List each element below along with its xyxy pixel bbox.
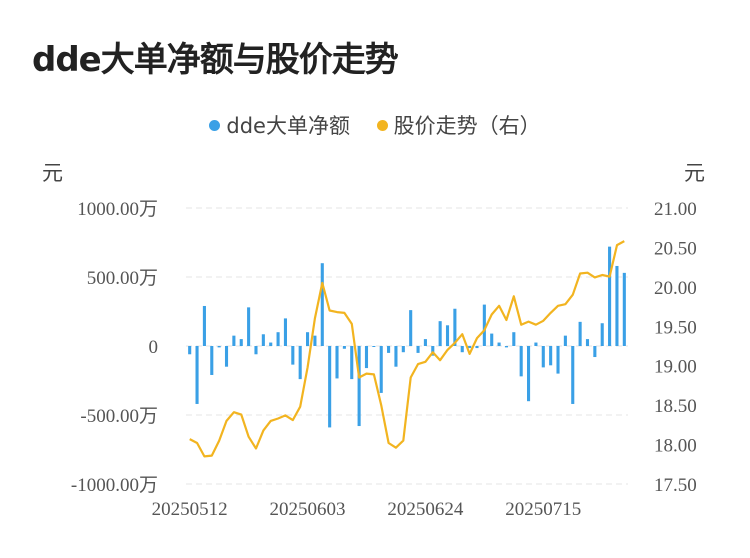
dde-bar <box>291 346 295 365</box>
chart-title: dde大单净额与股价走势 <box>32 40 399 80</box>
dde-bar <box>254 346 258 355</box>
dde-bar <box>468 346 472 349</box>
dde-bar <box>571 346 575 404</box>
dde-bar <box>202 305 206 346</box>
left-tick-label: -1000.00万 <box>71 475 158 496</box>
dde-bar <box>438 321 442 346</box>
dde-bar <box>527 346 531 402</box>
dde-bar <box>460 346 464 353</box>
right-tick-label: 19.00 <box>654 357 697 378</box>
dde-bar <box>504 346 508 348</box>
dde-bar <box>423 339 427 346</box>
dde-bar <box>519 346 523 377</box>
dde-bar <box>357 346 361 427</box>
legend-label-price: 股价走势（右） <box>393 114 541 138</box>
dde-bar <box>387 346 391 353</box>
dde-bar <box>512 332 516 346</box>
legend-dot-dde <box>209 119 221 131</box>
right-axis-unit: 元 <box>684 161 705 185</box>
price-line <box>189 240 625 458</box>
dde-bar <box>563 335 567 346</box>
right-tick-label: 18.50 <box>654 396 697 417</box>
dde-bar <box>431 346 435 356</box>
dde-bar <box>593 346 597 358</box>
dde-bar <box>313 335 317 346</box>
dde-bar <box>269 342 273 346</box>
dde-bar <box>585 339 590 346</box>
dde-bar <box>364 346 369 369</box>
dde-bar <box>335 346 339 379</box>
dde-bar <box>622 272 626 346</box>
legend: dde大单净额 股价走势（右） <box>0 110 750 140</box>
dde-bar <box>445 325 450 346</box>
dde-bar <box>195 346 199 404</box>
dde-bar <box>217 346 221 348</box>
dde-bar <box>188 346 192 355</box>
dde-bar <box>409 310 413 346</box>
dde-bar <box>608 246 612 346</box>
dde-bar <box>224 346 229 367</box>
dde-bar <box>320 263 324 346</box>
x-tick-label: 20250624 <box>387 499 464 520</box>
legend-label-dde: dde大单净额 <box>226 114 350 138</box>
right-tick-label: 20.50 <box>654 238 697 259</box>
dde-bar <box>556 346 560 374</box>
dde-bar <box>372 346 376 347</box>
legend-item-dde[interactable]: dde大单净额 <box>209 110 350 140</box>
dde-bar <box>600 323 604 346</box>
right-tick-label: 17.50 <box>654 475 697 496</box>
dde-bar <box>379 346 383 393</box>
dde-bar <box>534 342 538 346</box>
right-tick-label: 20.00 <box>654 278 697 299</box>
dde-bar <box>416 346 420 353</box>
legend-dot-price <box>376 119 388 131</box>
dde-bar <box>283 318 287 346</box>
right-tick-label: 18.00 <box>654 436 697 457</box>
dde-bar <box>350 346 354 380</box>
dde-bar <box>210 346 214 375</box>
dde-bar <box>276 332 280 346</box>
x-tick-label: 20250512 <box>152 499 228 520</box>
dde-bar <box>261 334 265 346</box>
right-tick-label: 21.00 <box>654 199 697 220</box>
dde-bar <box>394 346 398 367</box>
left-tick-label: 500.00万 <box>87 268 158 289</box>
dde-bar <box>328 346 332 428</box>
dde-bar <box>239 339 243 346</box>
dde-bar <box>549 346 553 366</box>
dde-bar <box>497 342 501 346</box>
right-tick-label: 19.50 <box>654 317 697 338</box>
dde-bar <box>247 307 251 346</box>
x-tick-label: 20250603 <box>270 499 346 520</box>
dde-bar <box>453 308 457 346</box>
dde-bar <box>482 304 486 346</box>
left-tick-label: 1000.00万 <box>77 199 158 220</box>
dde-bar <box>578 321 582 346</box>
dde-bar <box>475 346 479 349</box>
dde-bar <box>401 346 405 353</box>
dde-bar <box>541 346 545 368</box>
x-tick-label: 20250715 <box>505 499 581 520</box>
dde-bar <box>342 346 346 349</box>
dde-bar <box>490 333 494 346</box>
dde-bar <box>615 265 619 346</box>
legend-item-price[interactable]: 股价走势（右） <box>376 110 541 140</box>
left-axis-unit: 元 <box>42 161 63 185</box>
dde-bar <box>306 332 310 346</box>
left-tick-label: 0 <box>149 337 159 358</box>
dde-bar <box>232 335 236 346</box>
left-tick-label: -500.00万 <box>80 406 158 427</box>
dde-bar <box>298 346 302 380</box>
